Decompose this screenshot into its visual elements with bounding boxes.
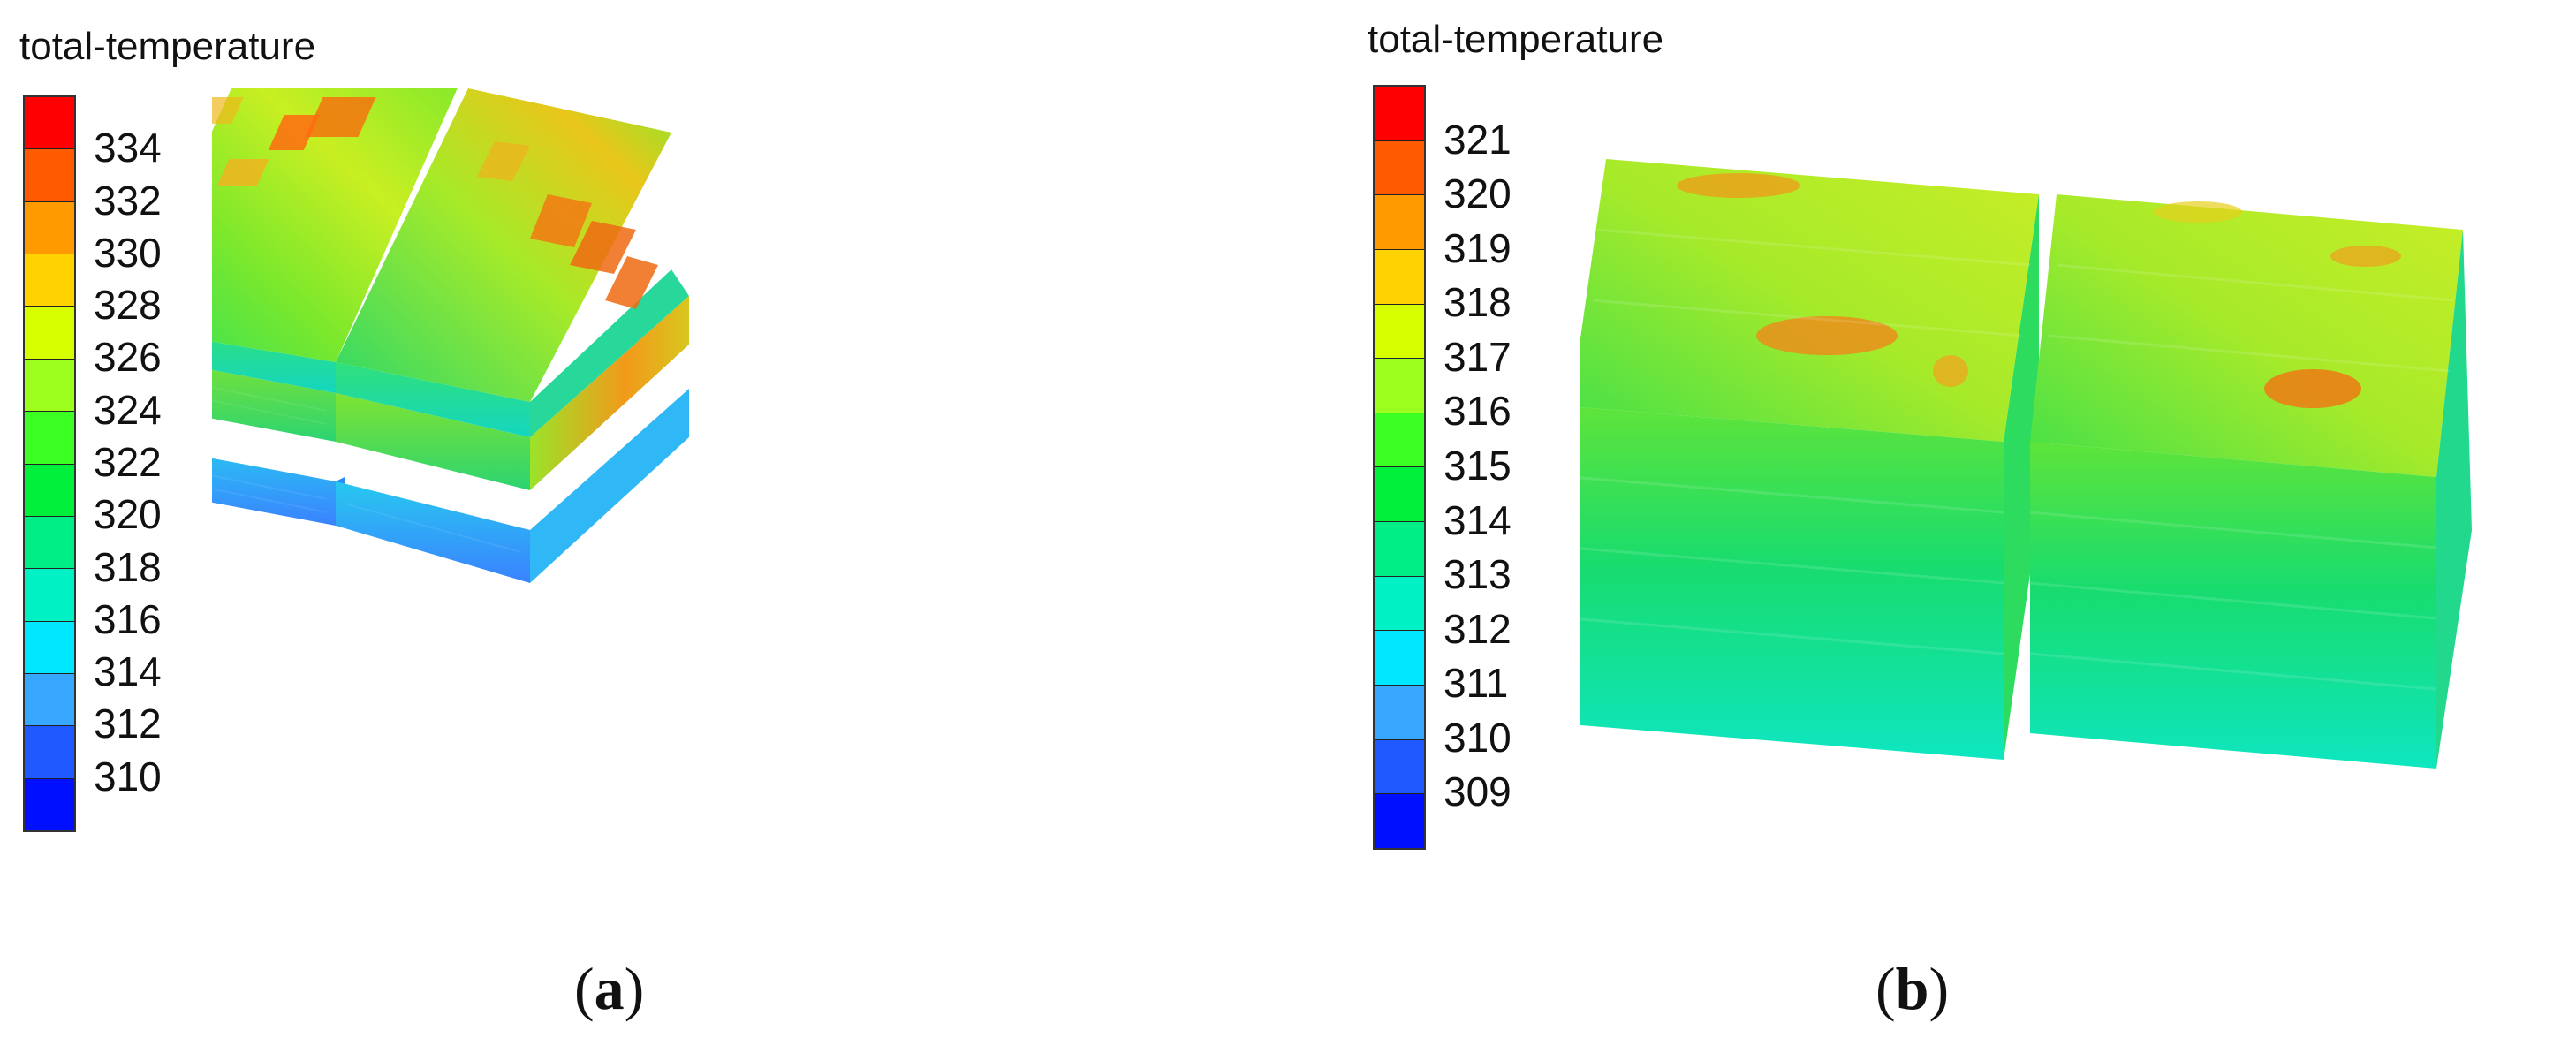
colorbar-tick-label: 321 [1443, 116, 1512, 163]
colorbar-swatch [1375, 522, 1424, 577]
colorbar-swatch [25, 569, 74, 622]
colorbar-tick-label: 322 [94, 439, 162, 485]
colorbar-swatch [1375, 631, 1424, 686]
colorbar-tick-label: 310 [1443, 714, 1512, 761]
colorbar-tick-label: 328 [94, 282, 162, 329]
colorbar-swatch [25, 621, 74, 674]
colorbar-swatch [25, 201, 74, 255]
colorbar-swatch [1375, 794, 1424, 848]
colorbar-swatch [1375, 576, 1424, 632]
colorbar-swatch [1375, 304, 1424, 360]
colorbar-swatch [25, 97, 74, 150]
caption-b: (b) [1875, 955, 1950, 1022]
colorbar-tick-label: 316 [94, 595, 162, 642]
colorbar-swatch [1375, 739, 1424, 795]
colorbar-swatch [25, 254, 74, 307]
colorbar-tick-label: 320 [1443, 170, 1512, 217]
colorbar-tick-label: 314 [1443, 496, 1512, 543]
colorbar-swatch [25, 359, 74, 413]
colorbar-tick-label: 309 [1443, 769, 1512, 815]
colorbar-tick-label: 310 [94, 753, 162, 799]
colorbar-swatch [25, 516, 74, 570]
colorbar-swatch [1375, 686, 1424, 740]
colorbar-tick-label: 330 [94, 229, 162, 276]
colorbar [23, 95, 76, 832]
colorbar-swatch [1375, 249, 1424, 305]
colorbar-swatch [1375, 140, 1424, 196]
colorbar-tick-label: 326 [94, 334, 162, 381]
colorbar [1373, 85, 1426, 850]
temperature-render-a [212, 88, 689, 583]
colorbar-swatch [25, 412, 74, 465]
panel-b: total-temperature 321 320 319 318 317 316 315 3… [1288, 0, 2576, 1053]
colorbar-tick-label: 332 [94, 177, 162, 223]
colorbar-tick-label: 312 [1443, 605, 1512, 652]
colorbar-tick-label: 313 [1443, 551, 1512, 598]
colorbar-swatch [25, 778, 74, 831]
colorbar-tick-label: 314 [94, 648, 162, 695]
colorbar-swatch [25, 673, 74, 727]
colorbar-tick-label: 317 [1443, 333, 1512, 380]
colorbar-tick-label: 316 [1443, 388, 1512, 435]
colorbar-tick-label: 318 [94, 543, 162, 590]
colorbar-swatch [25, 149, 74, 202]
colorbar-tick-label: 312 [94, 701, 162, 747]
colorbar-swatch [25, 464, 74, 517]
colorbar-tick-label: 324 [94, 386, 162, 433]
colorbar-swatch [1375, 359, 1424, 413]
colorbar-swatch [1375, 195, 1424, 250]
caption-a: (a) [574, 955, 645, 1022]
colorbar-swatch [1375, 87, 1424, 141]
colorbar-tick-label: 320 [94, 491, 162, 538]
panel-a: total-temperature 334 332 330 328 326 324 322 3… [19, 25, 689, 1022]
colorbar-swatch [1375, 467, 1424, 523]
colorbar-swatch [1375, 413, 1424, 468]
colorbar-tick-label: 334 [94, 125, 162, 171]
colorbar-tick-label: 315 [1443, 443, 1512, 489]
colorbar-swatch [25, 726, 74, 779]
colorbar-title: total-temperature [1368, 18, 1664, 61]
temperature-render-b [1580, 159, 2472, 769]
colorbar-swatch [25, 307, 74, 360]
colorbar-title: total-temperature [19, 25, 316, 68]
colorbar-tick-label: 311 [1443, 660, 1509, 707]
colorbar-tick-label: 318 [1443, 279, 1512, 326]
colorbar-tick-label: 319 [1443, 224, 1512, 271]
